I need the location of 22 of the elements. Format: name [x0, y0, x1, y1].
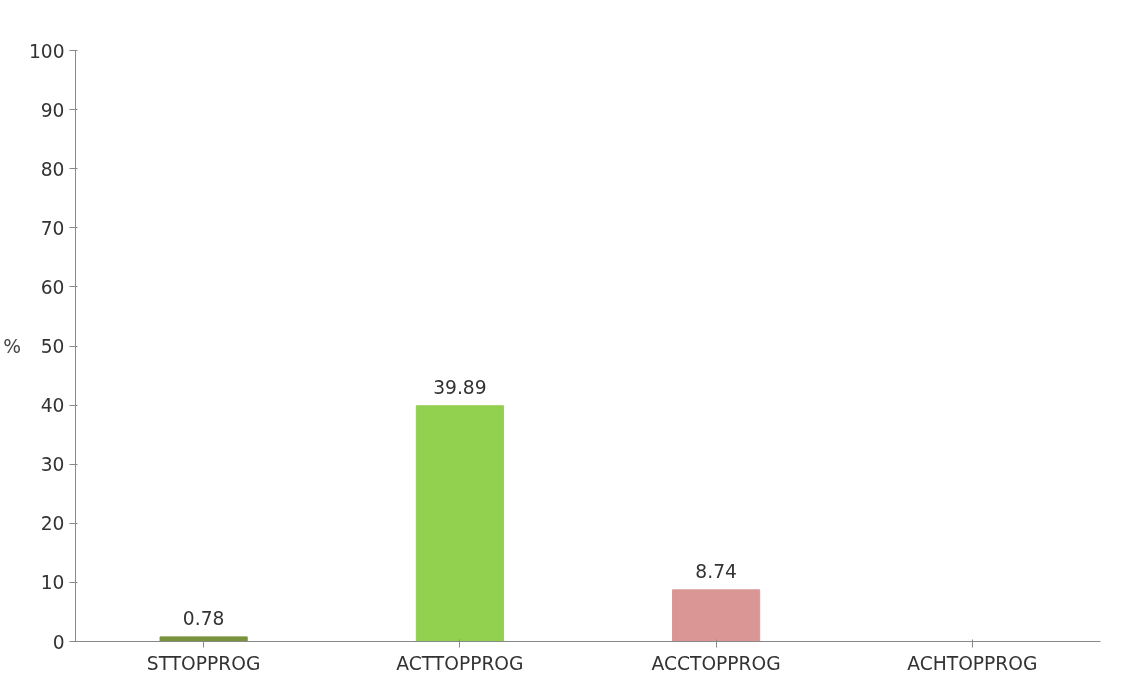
x-tick-label: STTOPPROG: [146, 652, 261, 674]
bar: [159, 636, 248, 642]
bar: [415, 405, 504, 642]
y-axis-title: %: [3, 335, 21, 357]
x-tick-label: ACCTOPPROG: [651, 652, 781, 674]
y-tick-label: 60: [40, 276, 65, 298]
y-tick-label: 30: [40, 454, 65, 476]
y-tick-label: 80: [40, 158, 65, 180]
bar: [672, 589, 761, 642]
x-tick-label: ACTTOPPROG: [396, 652, 524, 674]
y-tick-label: 50: [40, 336, 65, 357]
data-label: 0.78: [182, 607, 225, 629]
y-tick-label: 90: [40, 99, 65, 121]
y-tick-label: 70: [40, 217, 65, 239]
x-tick-label: ACHTOPPROG: [907, 652, 1038, 674]
y-tick-label: 0: [52, 631, 65, 653]
data-label: 39.89: [433, 376, 487, 398]
y-tick-label: 20: [40, 513, 65, 535]
y-tick-label: 40: [40, 395, 65, 417]
y-tick-label: 10: [40, 572, 65, 594]
y-tick-label: 100: [28, 40, 65, 62]
data-label: 8.74: [695, 560, 737, 582]
